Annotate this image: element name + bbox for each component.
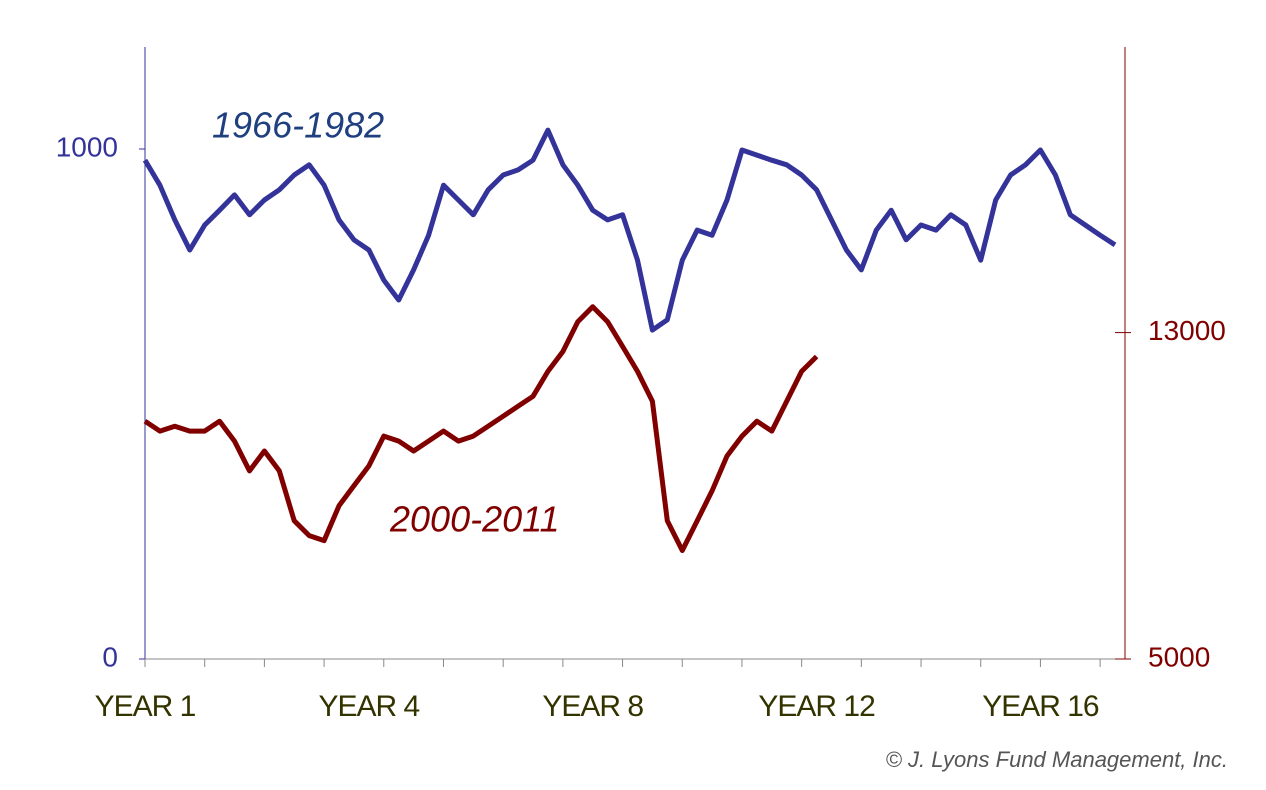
series-line bbox=[142, 127, 1117, 333]
y-tick-label: 0 bbox=[102, 641, 118, 672]
y-tick-label: 1000 bbox=[56, 131, 118, 162]
series-label: 1966-1982 bbox=[212, 105, 384, 146]
y2-tick-label: 5000 bbox=[1148, 641, 1210, 672]
series-label: 2000-2011 bbox=[389, 499, 560, 540]
x-tick-label: YEAR 8 bbox=[542, 690, 643, 723]
copyright: © J. Lyons Fund Management, Inc. bbox=[886, 747, 1228, 772]
y2-tick-label: 13000 bbox=[1148, 315, 1226, 346]
series-line bbox=[143, 304, 819, 553]
x-tick-label: YEAR 16 bbox=[982, 690, 1099, 723]
x-tick-label: YEAR 1 bbox=[95, 690, 196, 723]
x-tick-label: YEAR 12 bbox=[758, 690, 875, 723]
x-tick-label: YEAR 4 bbox=[318, 690, 419, 723]
